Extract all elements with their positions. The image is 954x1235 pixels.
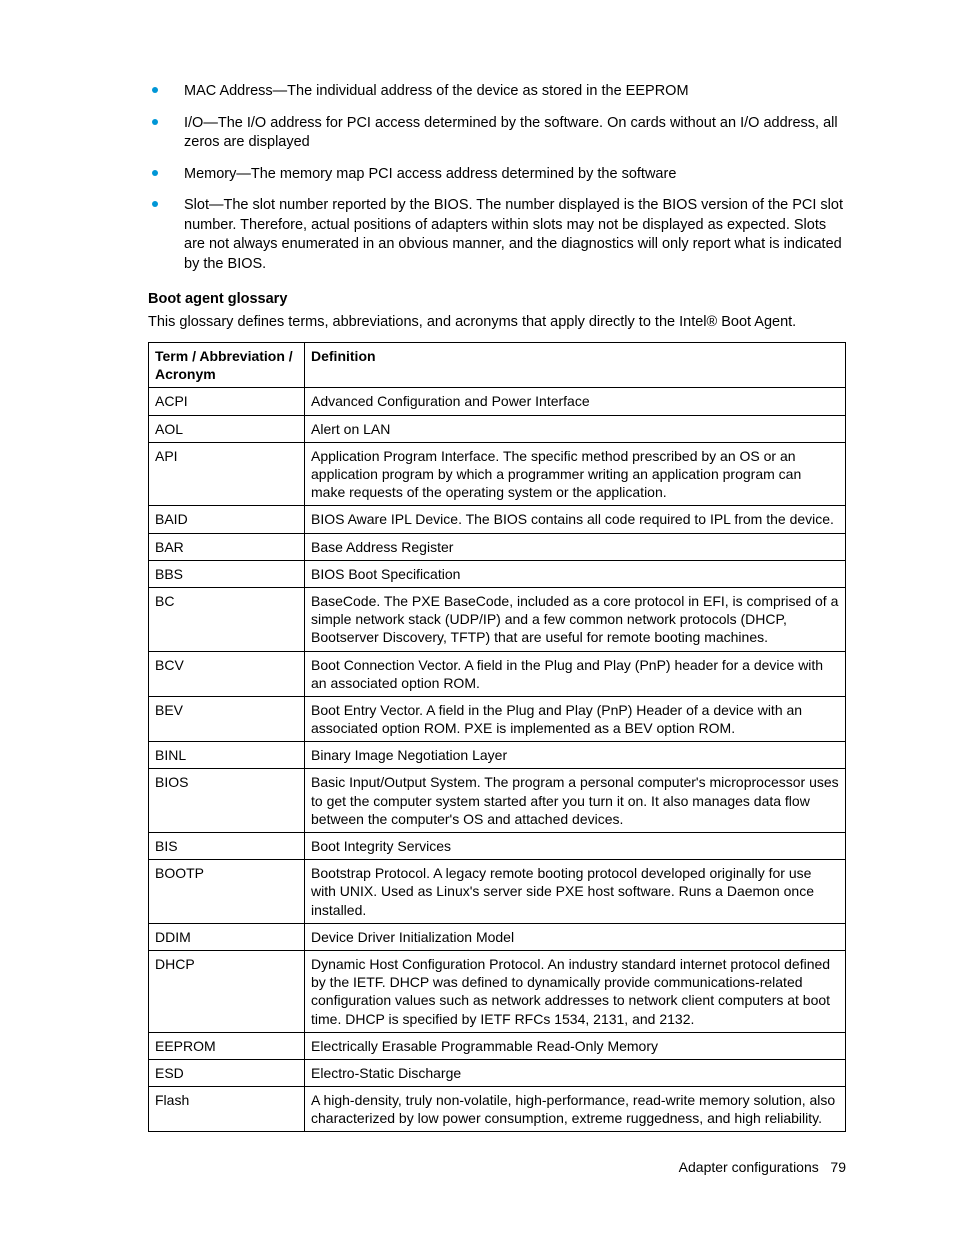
bullet-text: I/O—The I/O address for PCI access deter… — [184, 115, 838, 151]
table-cell-definition: Dynamic Host Configuration Protocol. An … — [305, 950, 846, 1032]
table-cell-definition: BIOS Boot Specification — [305, 560, 846, 587]
table-row: AOLAlert on LAN — [149, 415, 846, 442]
table-row: BCBaseCode. The PXE BaseCode, included a… — [149, 587, 846, 651]
bullet-text: Slot—The slot number reported by the BIO… — [184, 197, 843, 272]
bullet-icon — [152, 201, 158, 207]
table-row: BIOSBasic Input/Output System. The progr… — [149, 769, 846, 833]
table-cell-term: BOOTP — [149, 860, 305, 924]
table-row: EEPROMElectrically Erasable Programmable… — [149, 1032, 846, 1059]
table-cell-term: BEV — [149, 696, 305, 741]
table-cell-term: BAID — [149, 506, 305, 533]
glossary-table: Term / Abbreviation / Acronym Definition… — [148, 342, 846, 1132]
table-cell-definition: Boot Integrity Services — [305, 833, 846, 860]
table-cell-definition: Boot Entry Vector. A field in the Plug a… — [305, 696, 846, 741]
table-cell-definition: Device Driver Initialization Model — [305, 923, 846, 950]
table-row: BBSBIOS Boot Specification — [149, 560, 846, 587]
table-cell-term: API — [149, 442, 305, 506]
table-cell-definition: BIOS Aware IPL Device. The BIOS contains… — [305, 506, 846, 533]
table-cell-term: BBS — [149, 560, 305, 587]
list-item: I/O—The I/O address for PCI access deter… — [148, 114, 846, 153]
table-cell-term: BINL — [149, 742, 305, 769]
table-row: BCVBoot Connection Vector. A field in th… — [149, 651, 846, 696]
table-row: BAIDBIOS Aware IPL Device. The BIOS cont… — [149, 506, 846, 533]
table-row: ACPIAdvanced Configuration and Power Int… — [149, 388, 846, 415]
table-row: BARBase Address Register — [149, 533, 846, 560]
footer-section: Adapter configurations — [679, 1159, 819, 1175]
table-cell-definition: Base Address Register — [305, 533, 846, 560]
table-header-definition: Definition — [305, 343, 846, 388]
table-header-term: Term / Abbreviation / Acronym — [149, 343, 305, 388]
bullet-icon — [152, 87, 158, 93]
table-cell-term: EEPROM — [149, 1032, 305, 1059]
table-row: BEVBoot Entry Vector. A field in the Plu… — [149, 696, 846, 741]
table-cell-definition: A high-density, truly non-volatile, high… — [305, 1087, 846, 1132]
table-cell-definition: Boot Connection Vector. A field in the P… — [305, 651, 846, 696]
bullet-icon — [152, 170, 158, 176]
table-row: APIApplication Program Interface. The sp… — [149, 442, 846, 506]
table-cell-definition: Bootstrap Protocol. A legacy remote boot… — [305, 860, 846, 924]
table-cell-definition: Electro-Static Discharge — [305, 1059, 846, 1086]
table-cell-definition: BaseCode. The PXE BaseCode, included as … — [305, 587, 846, 651]
page-footer: Adapter configurations 79 — [679, 1159, 846, 1175]
footer-page: 79 — [830, 1159, 846, 1175]
list-item: Slot—The slot number reported by the BIO… — [148, 196, 846, 274]
table-cell-term: DHCP — [149, 950, 305, 1032]
table-row: DHCPDynamic Host Configuration Protocol.… — [149, 950, 846, 1032]
table-cell-definition: Application Program Interface. The speci… — [305, 442, 846, 506]
table-cell-term: BC — [149, 587, 305, 651]
list-item: Memory—The memory map PCI access address… — [148, 165, 846, 185]
document-page: MAC Address—The individual address of th… — [0, 0, 954, 1235]
bullet-list: MAC Address—The individual address of th… — [148, 82, 846, 275]
table-header-row: Term / Abbreviation / Acronym Definition — [149, 343, 846, 388]
bullet-text: Memory—The memory map PCI access address… — [184, 166, 676, 182]
section-heading: Boot agent glossary — [148, 291, 846, 307]
list-item: MAC Address—The individual address of th… — [148, 82, 846, 102]
table-cell-term: Flash — [149, 1087, 305, 1132]
table-cell-term: BCV — [149, 651, 305, 696]
table-row: DDIMDevice Driver Initialization Model — [149, 923, 846, 950]
table-cell-definition: Alert on LAN — [305, 415, 846, 442]
table-row: BINLBinary Image Negotiation Layer — [149, 742, 846, 769]
table-cell-term: BIOS — [149, 769, 305, 833]
section-intro: This glossary defines terms, abbreviatio… — [148, 313, 846, 333]
table-cell-term: AOL — [149, 415, 305, 442]
table-cell-definition: Electrically Erasable Programmable Read-… — [305, 1032, 846, 1059]
table-cell-term: BIS — [149, 833, 305, 860]
table-cell-term: ACPI — [149, 388, 305, 415]
bullet-text: MAC Address—The individual address of th… — [184, 83, 689, 99]
table-cell-term: ESD — [149, 1059, 305, 1086]
table-cell-definition: Basic Input/Output System. The program a… — [305, 769, 846, 833]
table-body: ACPIAdvanced Configuration and Power Int… — [149, 388, 846, 1132]
table-cell-definition: Binary Image Negotiation Layer — [305, 742, 846, 769]
table-row: BOOTPBootstrap Protocol. A legacy remote… — [149, 860, 846, 924]
bullet-icon — [152, 119, 158, 125]
table-row: FlashA high-density, truly non-volatile,… — [149, 1087, 846, 1132]
table-cell-definition: Advanced Configuration and Power Interfa… — [305, 388, 846, 415]
table-row: BISBoot Integrity Services — [149, 833, 846, 860]
table-row: ESDElectro-Static Discharge — [149, 1059, 846, 1086]
table-cell-term: DDIM — [149, 923, 305, 950]
table-cell-term: BAR — [149, 533, 305, 560]
